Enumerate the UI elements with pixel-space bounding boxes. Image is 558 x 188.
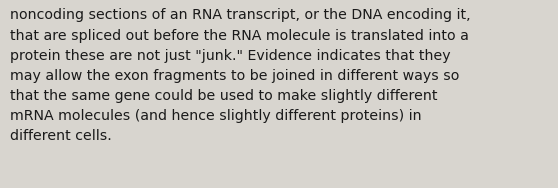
Text: noncoding sections of an RNA transcript, or the DNA encoding it,
that are splice: noncoding sections of an RNA transcript,… bbox=[10, 8, 470, 143]
